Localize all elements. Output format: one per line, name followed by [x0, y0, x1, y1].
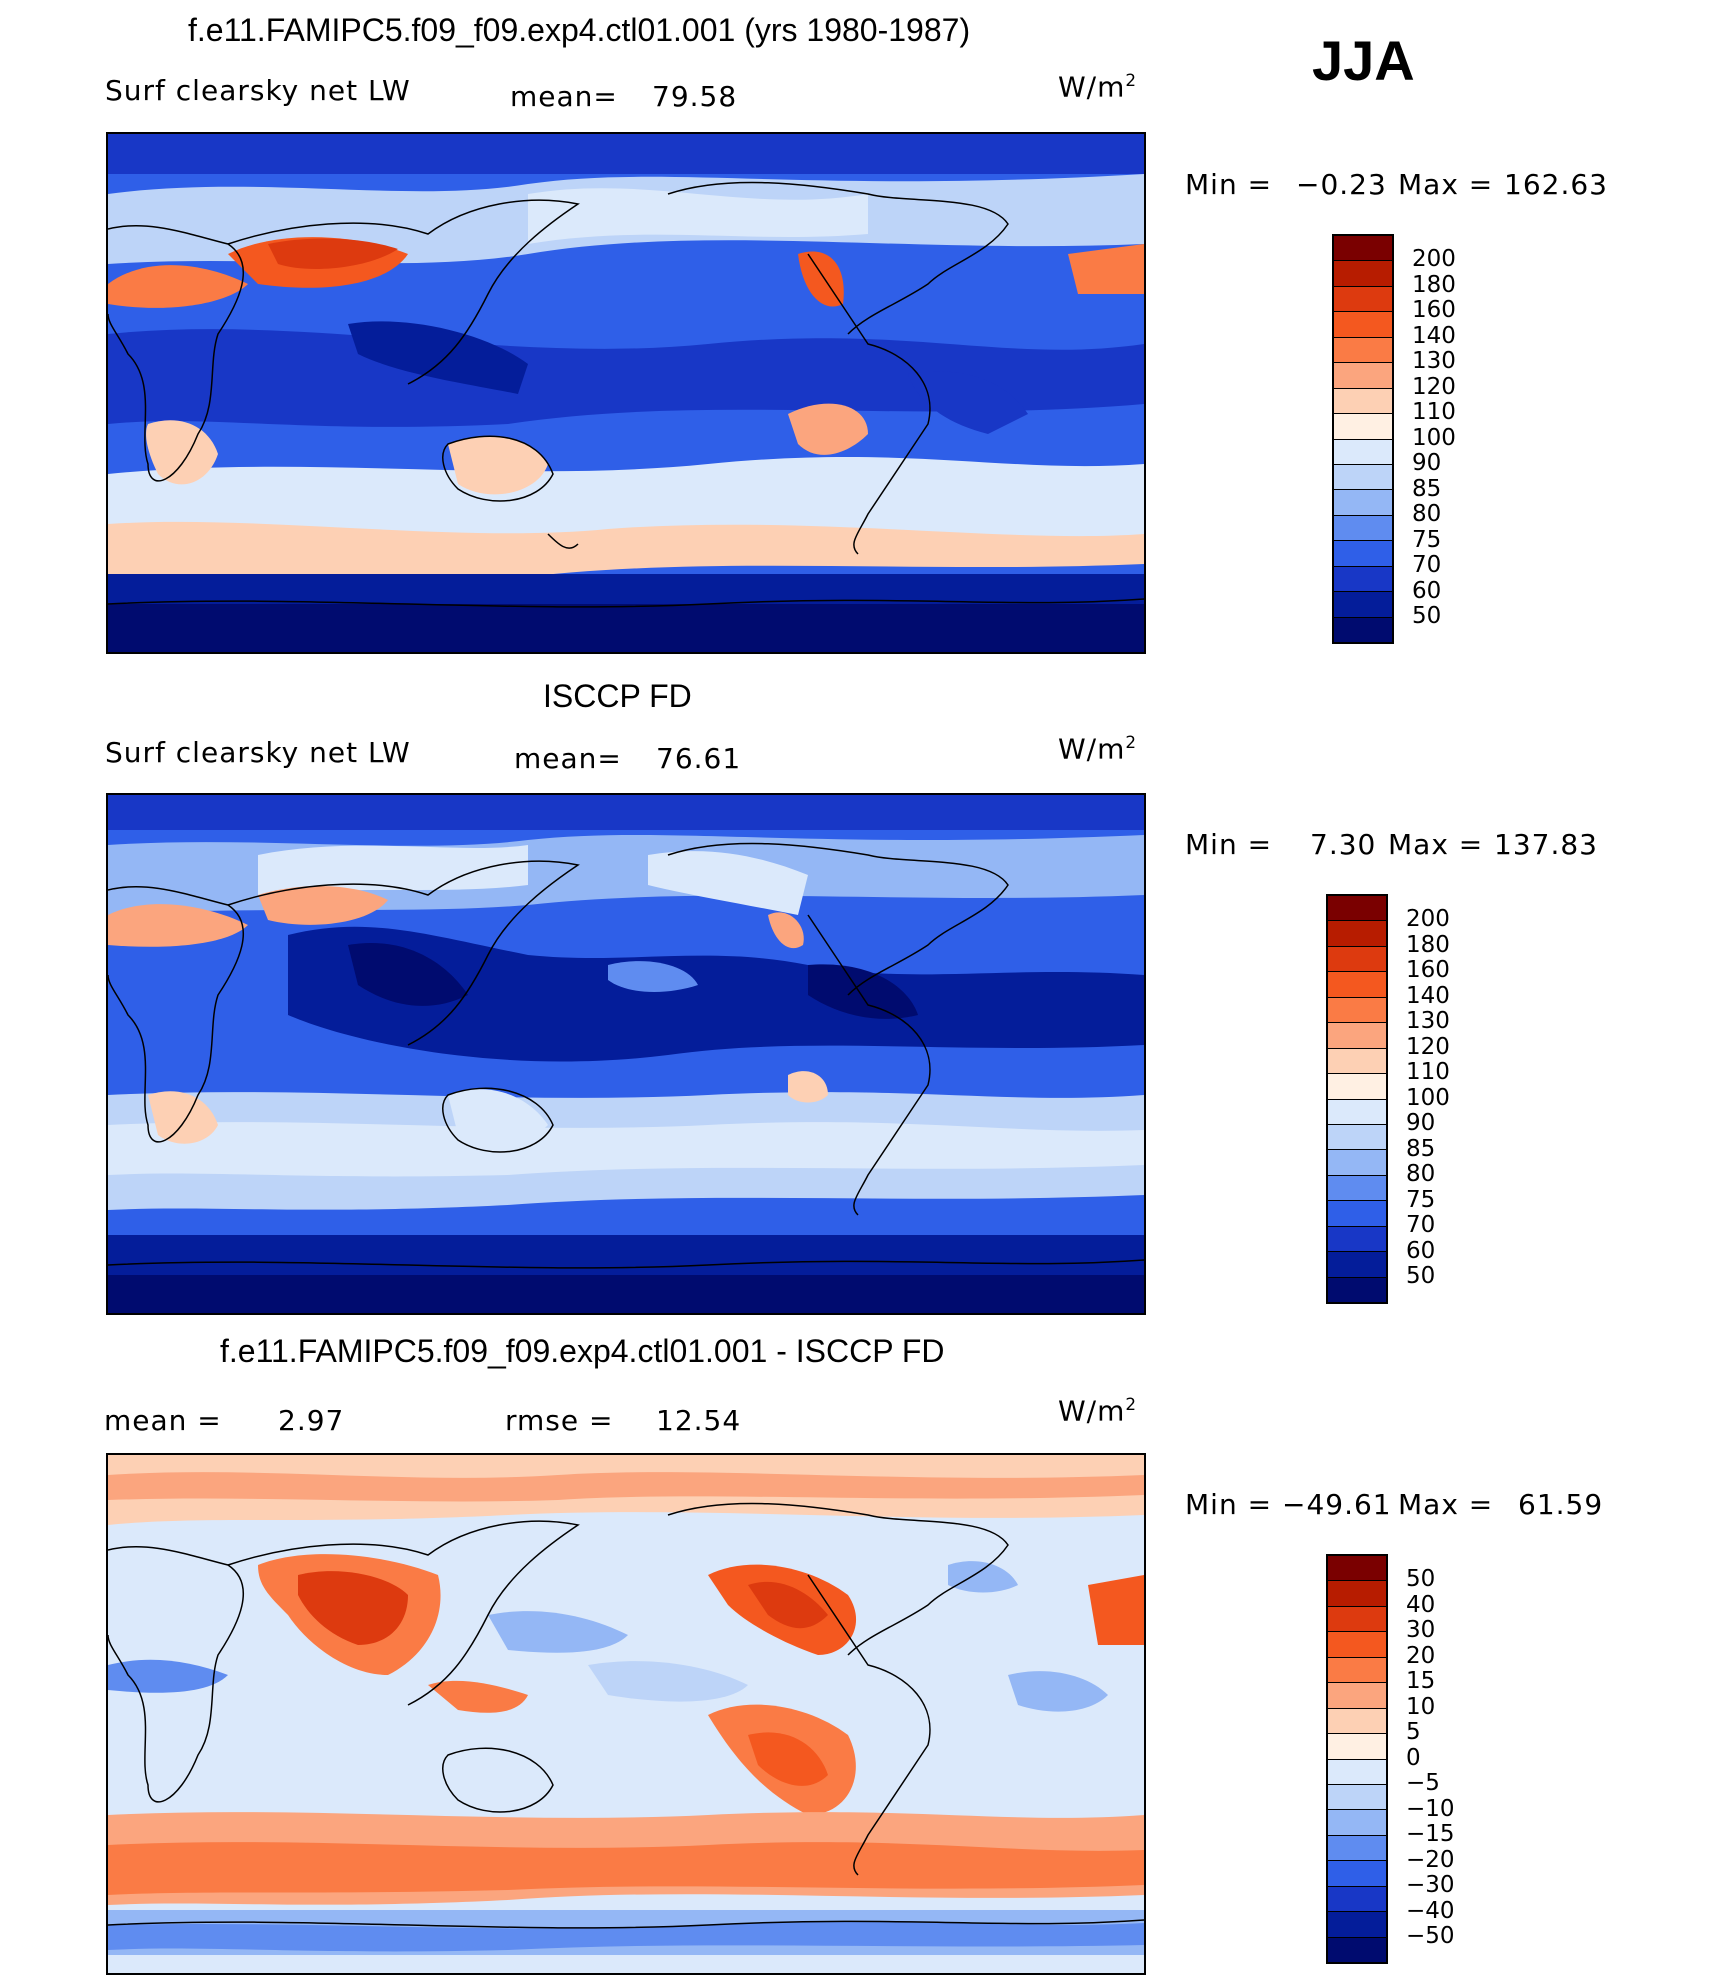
map-obs [106, 793, 1146, 1315]
colorbar-swatch [1328, 1861, 1386, 1887]
colorbar-ticks-obs: 200 180 160 140 130 120 110 100 90 85 80 75 70 60 50 [1406, 906, 1450, 1289]
colorbar-swatch [1334, 592, 1392, 618]
colorbar-obs [1326, 894, 1388, 1304]
colorbar-swatch [1328, 1784, 1386, 1811]
colorbar-swatch [1328, 1708, 1386, 1735]
colorbar-swatch [1328, 1150, 1386, 1176]
colorbar-swatch [1334, 541, 1392, 567]
max-value: 162.63 [1504, 168, 1608, 201]
mean-label: mean= [510, 80, 618, 113]
contour-map-obs [108, 795, 1144, 1313]
colorbar-swatch [1328, 1657, 1386, 1684]
contour-map-diff [108, 1455, 1144, 1973]
panel-title: f.e11.FAMIPC5.f09_f09.exp4.ctl01.001 - I… [220, 1333, 945, 1369]
units-label: W/m2 [1058, 732, 1138, 766]
colorbar-swatch [1334, 388, 1392, 415]
colorbar-swatch [1328, 946, 1386, 973]
colorbar-swatch [1328, 1835, 1386, 1862]
units-label: W/m2 [1058, 70, 1138, 104]
mean-value: 76.61 [656, 742, 742, 775]
colorbar-swatch [1328, 1226, 1386, 1253]
colorbar-swatch [1334, 363, 1392, 389]
colorbar-swatch [1334, 414, 1392, 440]
colorbar-swatch [1328, 1886, 1386, 1913]
colorbar-swatch [1334, 236, 1392, 262]
colorbar-diff [1326, 1554, 1388, 1964]
mean-label: mean= [514, 742, 622, 775]
colorbar-swatch [1334, 566, 1392, 593]
units-label: W/m2 [1058, 1394, 1138, 1428]
variable-label: Surf clearsky net LW [105, 736, 411, 769]
colorbar-swatch [1328, 1277, 1386, 1302]
colorbar-swatch [1334, 439, 1392, 465]
colorbar-swatch [1328, 1023, 1386, 1049]
colorbar-swatch [1328, 1175, 1386, 1202]
colorbar-swatch [1328, 1810, 1386, 1836]
colorbar-swatch [1328, 1683, 1386, 1709]
colorbar-swatch [1328, 921, 1386, 947]
rmse-value: 12.54 [656, 1404, 742, 1437]
colorbar-swatch [1328, 1632, 1386, 1658]
max-value: 137.83 [1494, 828, 1598, 861]
min-label: Min = [1185, 828, 1273, 861]
colorbar-swatch [1328, 1074, 1386, 1100]
min-value: −49.61 [1282, 1488, 1392, 1521]
panel-title: ISCCP FD [543, 678, 692, 714]
min-value: 7.30 [1310, 828, 1377, 861]
colorbar-swatch [1334, 286, 1392, 313]
map-diff [106, 1453, 1146, 1975]
colorbar-swatch [1328, 1099, 1386, 1125]
colorbar-swatch [1328, 1734, 1386, 1760]
rmse-label: rmse = [505, 1404, 614, 1437]
min-value: −0.23 [1296, 168, 1387, 201]
colorbar-swatch [1328, 1048, 1386, 1075]
variable-label: Surf clearsky net LW [105, 74, 411, 107]
colorbar-swatch [1328, 896, 1386, 922]
colorbar-swatch [1334, 312, 1392, 338]
colorbar-swatch [1328, 1201, 1386, 1227]
season-label: JJA [1312, 29, 1415, 92]
min-label: Min = [1185, 168, 1273, 201]
colorbar-ticks-diff: 50 40 30 20 15 10 5 0 −5 −10 −15 −20 −30 −40 −50 [1406, 1566, 1455, 1949]
colorbar-swatch [1328, 1759, 1386, 1785]
colorbar-swatch [1328, 1252, 1386, 1278]
min-label: Min = [1185, 1488, 1273, 1521]
colorbar-swatch [1328, 1606, 1386, 1633]
mean-value: 79.58 [652, 80, 738, 113]
colorbar-swatch [1334, 617, 1392, 642]
colorbar-swatch [1328, 1556, 1386, 1582]
mean-value: 2.97 [278, 1404, 345, 1437]
colorbar-swatch [1328, 1124, 1386, 1151]
panel-title: f.e11.FAMIPC5.f09_f09.exp4.ctl01.001 (yr… [188, 12, 971, 48]
max-label: Max = [1398, 168, 1494, 201]
colorbar-swatch [1334, 261, 1392, 287]
max-label: Max = [1398, 1488, 1494, 1521]
colorbar-model [1332, 234, 1394, 644]
colorbar-swatch [1328, 997, 1386, 1024]
colorbar-swatch [1328, 1581, 1386, 1607]
colorbar-ticks-model: 200 180 160 140 130 120 110 100 90 85 80 75 70 60 50 [1412, 246, 1456, 629]
mean-label: mean = [104, 1404, 222, 1437]
max-label: Max = [1388, 828, 1484, 861]
colorbar-swatch [1334, 337, 1392, 364]
colorbar-swatch [1328, 972, 1386, 998]
max-value: 61.59 [1518, 1488, 1604, 1521]
colorbar-swatch [1334, 515, 1392, 542]
colorbar-swatch [1334, 490, 1392, 516]
colorbar-swatch [1328, 1937, 1386, 1962]
map-model [106, 132, 1146, 654]
colorbar-swatch [1328, 1912, 1386, 1938]
colorbar-swatch [1334, 464, 1392, 491]
contour-map-model [108, 134, 1144, 652]
